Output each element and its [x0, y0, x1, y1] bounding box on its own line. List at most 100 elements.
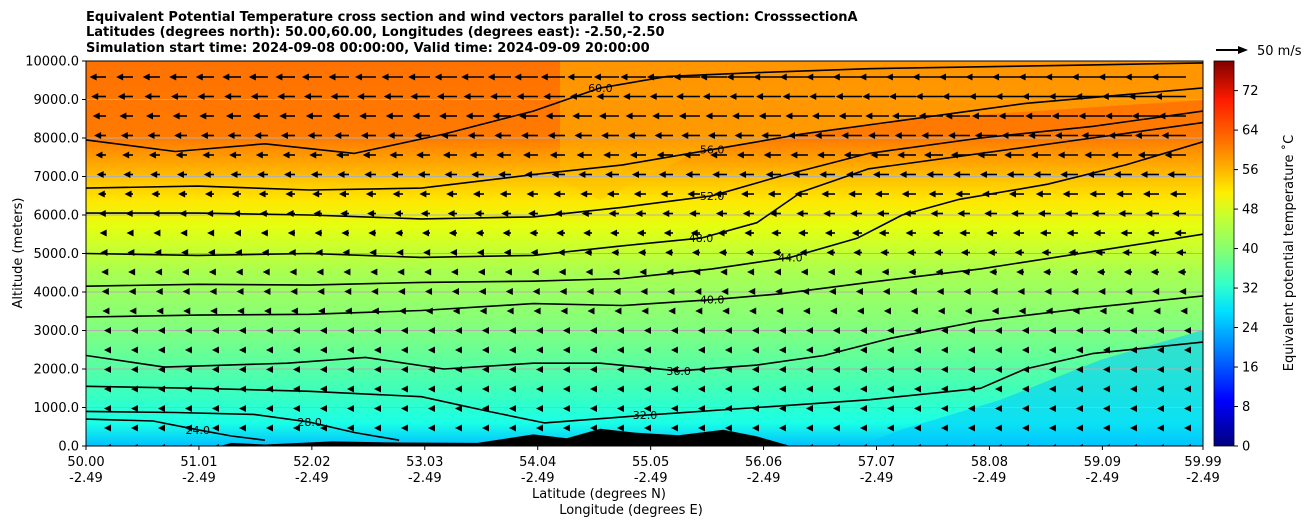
wind-arrowhead — [611, 249, 619, 256]
wind-arrowhead — [971, 112, 979, 120]
wind-arrowhead — [1068, 249, 1076, 256]
wind-arrowhead — [765, 171, 773, 178]
wind-arrowhead — [104, 424, 111, 432]
wind-arrowhead — [207, 229, 215, 237]
wind-arrowhead — [230, 171, 238, 178]
wind-arrowhead — [335, 151, 343, 159]
wind-arrowhead — [584, 249, 592, 256]
wind-arrowhead — [995, 385, 1002, 393]
wind-arrowhead — [1089, 190, 1097, 198]
wind-arrowhead — [1103, 327, 1110, 334]
wind-arrowhead — [1147, 229, 1155, 237]
wind-arrowhead — [285, 190, 293, 198]
wind-arrowhead — [235, 268, 243, 276]
colorbar-tick-label: 24 — [1242, 321, 1259, 336]
wind-arrowhead — [995, 405, 1002, 412]
x-tick-label-lon: -2.49 — [295, 471, 329, 486]
wind-arrowhead — [583, 229, 591, 237]
wind-arrowhead — [1043, 268, 1051, 276]
wind-arrowhead — [1177, 268, 1185, 276]
wind-arrowhead — [293, 405, 300, 412]
wind-arrowhead — [1064, 210, 1072, 217]
wind-arrowhead — [963, 288, 971, 295]
wind-arrowhead — [451, 268, 459, 276]
wind-arrowhead — [1009, 190, 1017, 198]
y-tick-label: 7000.0 — [34, 170, 80, 185]
wind-arrowhead — [176, 171, 184, 178]
wind-arrowhead — [293, 327, 300, 334]
wind-arrowhead — [482, 424, 489, 432]
wind-arrowhead — [131, 424, 138, 432]
wind-arrowhead — [203, 171, 211, 178]
wind-arrowhead — [516, 93, 524, 100]
wind-arrowhead — [441, 132, 449, 139]
wind-arrowhead — [503, 249, 511, 256]
wind-arrowhead — [212, 327, 219, 334]
wind-arrowhead — [95, 151, 103, 159]
wind-arrowhead — [799, 249, 807, 256]
wind-arrowhead — [918, 112, 926, 120]
wind-arrowhead — [129, 307, 137, 315]
contour-44 — [86, 141, 1203, 287]
wind-arrowhead — [887, 405, 894, 412]
colorbar-tick-label: 0 — [1242, 440, 1250, 455]
wind-arrowhead — [1108, 132, 1116, 139]
wind-arrowhead — [531, 268, 539, 276]
wind-arrowhead — [101, 288, 109, 295]
wind-arrowhead — [444, 171, 452, 178]
wind-arrowhead — [1130, 327, 1137, 334]
wind-arrowhead — [428, 424, 435, 432]
wind-arrowhead — [673, 73, 681, 81]
wind-arrowhead — [234, 249, 242, 256]
wind-arrowhead — [860, 424, 867, 432]
title-line-2: Latitudes (degrees north): 50.00,60.00, … — [86, 25, 665, 40]
wind-arrowhead — [860, 346, 867, 354]
wind-arrowhead — [310, 171, 318, 178]
wind-arrowhead — [1184, 366, 1191, 373]
wind-arrowhead — [692, 249, 700, 256]
wind-arrowhead — [347, 424, 354, 432]
wind-arrowhead — [693, 268, 701, 276]
wind-arrowhead — [938, 73, 946, 81]
wind-arrowhead — [492, 112, 500, 120]
wind-arrowhead — [401, 405, 408, 412]
x-axis-label-2: Longitude (degrees E) — [559, 503, 703, 518]
wind-arrowhead — [856, 307, 864, 315]
wind-arrowhead — [536, 385, 543, 393]
wind-arrowhead — [277, 93, 285, 100]
wind-arrowhead — [678, 112, 686, 120]
wind-arrowhead — [891, 112, 899, 120]
wind-arrowhead — [199, 112, 207, 120]
x-tick-label-lat: 53.03 — [406, 455, 443, 470]
wind-arrowhead — [419, 190, 427, 198]
colorbar-tick-label: 72 — [1242, 84, 1259, 99]
wind-arrowhead — [185, 327, 192, 334]
wind-arrowhead — [1037, 210, 1045, 217]
x-tick-label-lat: 54.04 — [519, 455, 556, 470]
wind-arrowhead — [501, 210, 509, 217]
wind-arrowhead — [99, 229, 107, 237]
wind-arrowhead — [995, 327, 1002, 334]
wind-arrowhead — [631, 171, 639, 178]
wind-arrowhead — [649, 93, 657, 100]
wind-arrowhead — [1152, 288, 1160, 295]
wind-arrowhead — [742, 210, 750, 217]
wind-arrowhead — [179, 210, 187, 217]
wind-arrowhead — [505, 288, 513, 295]
wind-arrowhead — [465, 112, 473, 120]
wind-arrowhead — [1076, 346, 1083, 354]
wind-arrowhead — [930, 210, 938, 217]
wind-arrowhead — [772, 249, 780, 256]
wind-arrowhead — [320, 346, 327, 354]
wind-arrowhead — [612, 268, 620, 276]
wind-arrowhead — [740, 190, 748, 198]
wind-arrowhead — [968, 366, 975, 373]
wind-arrowhead — [428, 405, 435, 412]
wind-arrowhead — [202, 151, 210, 159]
wind-arrowhead — [554, 210, 562, 217]
contour-label: 48.0 — [689, 232, 714, 245]
wind-arrowhead — [962, 268, 970, 276]
wind-arrowhead — [1016, 268, 1024, 276]
wind-arrowhead — [563, 366, 570, 373]
wind-arrowhead — [482, 327, 489, 334]
